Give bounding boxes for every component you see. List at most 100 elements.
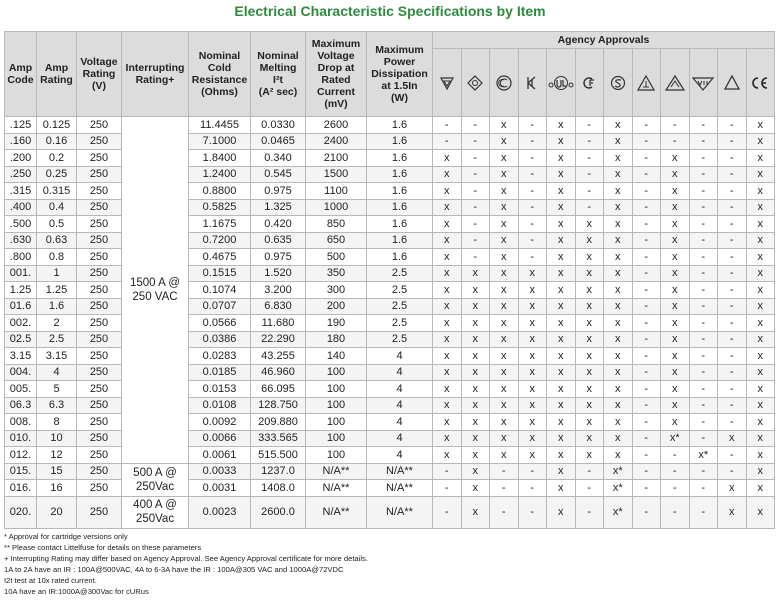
cell: x xyxy=(574,231,604,249)
cell: 0.4 xyxy=(36,198,77,216)
cell: x xyxy=(460,363,490,381)
cell: 4 xyxy=(366,396,433,414)
cell: x xyxy=(489,281,519,299)
cell: 2.5 xyxy=(366,314,433,332)
cell: - xyxy=(717,380,747,398)
cell: - xyxy=(432,495,462,529)
cell: 250 xyxy=(76,149,122,167)
cell: - xyxy=(660,116,690,134)
cell: - xyxy=(460,165,490,183)
cell: 100 xyxy=(305,413,367,431)
cell: - xyxy=(489,495,519,529)
cell: - xyxy=(717,330,747,348)
cell: 0.4675 xyxy=(188,248,251,266)
cell: 6.3 xyxy=(36,396,77,414)
cell: x xyxy=(517,297,547,315)
cell: x xyxy=(432,281,462,299)
cell: 250 xyxy=(76,429,122,447)
cell: x xyxy=(460,330,490,348)
cell: - xyxy=(688,314,718,332)
cell: 0.975 xyxy=(250,248,306,266)
cell: x xyxy=(489,231,519,249)
cell: 100 xyxy=(305,429,367,447)
cell: - xyxy=(460,231,490,249)
cell: .630 xyxy=(4,231,37,249)
cell: - xyxy=(460,149,490,167)
row: 020. 20 250 400 A @ 250Vac 0.0023 2600.0 N/A**… xyxy=(4,495,775,529)
cell: - xyxy=(631,429,661,447)
cell: 15 xyxy=(36,462,77,480)
cell: .800 xyxy=(4,248,37,266)
cell: 2.5 xyxy=(366,330,433,348)
cell: 16 xyxy=(36,479,77,497)
cell: - xyxy=(517,165,547,183)
icon xyxy=(496,74,512,91)
cell: x xyxy=(660,330,690,348)
row: .800 0.8 250 0.4675 0.975 500 1.6 x - x - x x x - x - - x xyxy=(4,248,775,266)
cell: x xyxy=(660,281,690,299)
cell: 250 xyxy=(76,396,122,414)
cell: 250 xyxy=(76,165,122,183)
cell: 100 xyxy=(305,446,367,464)
cell: 1500 xyxy=(305,165,367,183)
cell: x xyxy=(460,479,490,497)
cell: 0.315 xyxy=(36,182,77,200)
cell: .125 xyxy=(4,116,37,134)
cell: - xyxy=(631,165,661,183)
cell: - xyxy=(631,182,661,200)
cell: 350 xyxy=(305,264,367,282)
cell: x xyxy=(517,314,547,332)
cell: x xyxy=(603,363,633,381)
cell: - xyxy=(460,198,490,216)
cell: - xyxy=(432,132,462,150)
cell: - xyxy=(574,132,604,150)
agency-header: Agency Approvals xyxy=(432,31,775,49)
cell: 515.500 xyxy=(250,446,306,464)
icon xyxy=(439,76,454,90)
cell: x xyxy=(603,182,633,200)
cell: 0.0061 xyxy=(188,446,251,464)
cell: x* xyxy=(688,446,718,464)
cell: x xyxy=(489,297,519,315)
cell: - xyxy=(688,231,718,249)
cell: 333.565 xyxy=(250,429,306,447)
icon-cell xyxy=(432,48,462,117)
icon xyxy=(637,74,656,91)
cell: N/A** xyxy=(305,462,367,480)
footnote: I2t test at 10x rated current. xyxy=(4,576,97,585)
cell: x xyxy=(489,347,519,365)
cell: - xyxy=(631,479,661,497)
cell: 004. xyxy=(4,363,37,381)
cell: - xyxy=(717,182,747,200)
cell: - xyxy=(432,479,462,497)
cell: - xyxy=(631,132,661,150)
cell: x xyxy=(574,429,604,447)
cell: - xyxy=(574,479,604,497)
cell: 0.7200 xyxy=(188,231,251,249)
cell: x xyxy=(574,248,604,266)
cell: 1.325 xyxy=(250,198,306,216)
header: Interrupting Rating+ xyxy=(121,31,189,117)
cell: x xyxy=(432,149,462,167)
cell: 43.255 xyxy=(250,347,306,365)
icon-cell xyxy=(631,48,661,117)
cell: x xyxy=(432,182,462,200)
cell: x xyxy=(432,330,462,348)
cell: x xyxy=(745,495,775,529)
cell: 2.5 xyxy=(366,281,433,299)
cell: x xyxy=(432,198,462,216)
icon xyxy=(467,74,484,91)
cell: - xyxy=(688,132,718,150)
cell: 0.0066 xyxy=(188,429,251,447)
cell: 0.420 xyxy=(250,215,306,233)
icon xyxy=(692,76,715,91)
icon-cell xyxy=(745,48,775,117)
cell: x xyxy=(603,396,633,414)
cell: x xyxy=(460,347,490,365)
cell: 1.6 xyxy=(366,248,433,266)
cell: x xyxy=(660,347,690,365)
cell: - xyxy=(432,462,462,480)
cell: - xyxy=(631,297,661,315)
cell: 250 xyxy=(76,479,122,497)
